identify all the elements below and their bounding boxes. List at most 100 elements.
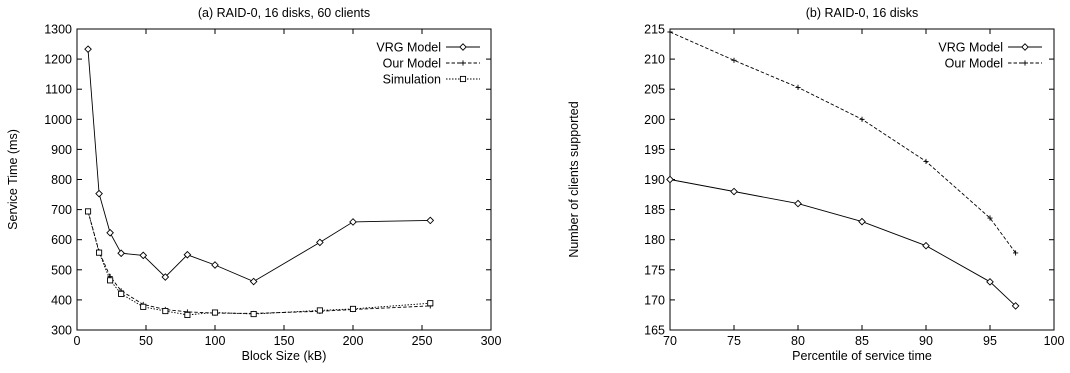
x-tick-label: 150 — [274, 334, 295, 348]
y-tick-label: 400 — [51, 293, 72, 307]
data-point — [1013, 250, 1019, 256]
y-tick-label: 170 — [644, 293, 665, 307]
data-point — [84, 45, 92, 54]
legend-label: Our Model — [383, 57, 441, 71]
y-tick-label: 1300 — [44, 23, 72, 37]
data-point — [211, 309, 219, 316]
y-tick-label: 185 — [644, 203, 665, 217]
data-point — [858, 217, 866, 226]
x-tick-label: 95 — [983, 334, 997, 348]
data-point — [249, 277, 258, 286]
data-point — [349, 305, 357, 312]
x-axis-label: Percentile of service time — [792, 349, 932, 363]
data-point — [118, 290, 125, 297]
data-point — [139, 251, 148, 260]
y-tick-label: 210 — [644, 53, 665, 67]
data-point — [117, 249, 125, 258]
legend-label: Our Model — [945, 57, 1003, 71]
series-line — [87, 210, 431, 314]
series-vrg-model — [666, 175, 1020, 310]
data-point — [250, 310, 257, 318]
x-tick-label: 300 — [481, 334, 502, 348]
legend-label: VRG Model — [376, 41, 441, 55]
chart-title: (b) RAID-0, 16 disks — [806, 6, 919, 20]
legend-label: VRG Model — [938, 41, 1003, 55]
x-tick-label: 80 — [791, 334, 805, 348]
x-tick-label: 70 — [663, 334, 677, 348]
data-point — [316, 238, 324, 247]
data-point — [107, 277, 114, 284]
y-tick-label: 205 — [644, 83, 665, 97]
data-point — [162, 307, 169, 315]
y-tick-label: 195 — [644, 143, 665, 157]
data-point — [922, 241, 930, 250]
x-tick-label: 200 — [343, 334, 364, 348]
data-point — [211, 261, 219, 269]
data-point — [96, 249, 103, 256]
y-tick-label: 300 — [51, 324, 72, 338]
x-tick-label: 90 — [919, 334, 933, 348]
y-tick-label: 1100 — [45, 83, 72, 97]
data-point — [426, 216, 435, 225]
x-tick-label: 250 — [412, 334, 433, 348]
data-point — [427, 300, 434, 307]
y-axis-label: Service Time (ms) — [6, 129, 20, 230]
y-tick-label: 700 — [51, 203, 72, 217]
y-tick-label: 175 — [644, 263, 665, 277]
x-axis-label: Block Size (kB) — [242, 349, 327, 363]
y-tick-label: 800 — [51, 173, 72, 187]
y-tick-label: 1000 — [44, 113, 72, 127]
series-our-model — [667, 29, 1019, 256]
data-point — [731, 57, 737, 63]
y-tick-label: 215 — [644, 23, 665, 37]
plot-frame — [669, 28, 1055, 331]
chart-title: (a) RAID-0, 16 disks, 60 clients — [198, 6, 370, 20]
chart-b-percentile: 70 75 80 85 90 95 100 165 170 175 180 185 190 195 200 2… — [567, 6, 1065, 363]
data-point — [349, 218, 357, 226]
y-tick-label: 600 — [51, 233, 72, 247]
y-tick-label: 180 — [644, 233, 665, 247]
data-point — [84, 208, 92, 215]
series-simulation — [84, 208, 434, 319]
data-point — [923, 158, 929, 165]
y-tick-label: 900 — [51, 143, 72, 157]
series-our-model — [85, 208, 433, 317]
x-tick-label: 85 — [855, 334, 869, 348]
y-tick-label: 200 — [644, 113, 665, 127]
x-tick-label: 50 — [139, 334, 153, 348]
y-tick-label: 500 — [51, 263, 72, 277]
y-axis-label: Number of clients supported — [567, 101, 581, 257]
legend-marker — [1022, 60, 1028, 66]
data-point — [795, 84, 801, 90]
series-line — [87, 211, 431, 316]
y-tick-label: 165 — [644, 324, 665, 338]
data-point — [184, 311, 191, 319]
x-tick-label: 100 — [205, 334, 226, 348]
data-point — [183, 250, 192, 259]
legend-marker — [459, 43, 467, 51]
data-point — [161, 273, 170, 281]
legend-marker — [1021, 43, 1029, 51]
legend-marker — [459, 75, 467, 83]
data-point — [730, 187, 738, 196]
x-tick-label: 0 — [74, 334, 81, 348]
series-vrg-model — [84, 45, 435, 286]
series-line — [87, 49, 431, 283]
data-point — [859, 116, 865, 122]
series-line — [669, 179, 1016, 307]
data-point — [794, 199, 802, 208]
y-tick-label: 1200 — [44, 53, 72, 67]
x-tick-label: 100 — [1044, 334, 1065, 348]
data-point — [987, 215, 993, 221]
data-point — [986, 278, 994, 286]
legend-label: Simulation — [383, 73, 441, 87]
y-tick-label: 190 — [644, 173, 665, 187]
chart-a-block-size: 0 50 100 150 200 250 300 300 400 500 600 700 800 900 1… — [6, 6, 502, 363]
data-point — [316, 307, 323, 314]
legend-marker — [460, 60, 466, 66]
data-point — [140, 303, 147, 310]
data-point — [95, 189, 103, 198]
data-point — [106, 228, 114, 237]
x-tick-label: 75 — [727, 334, 741, 348]
data-point — [667, 29, 673, 35]
